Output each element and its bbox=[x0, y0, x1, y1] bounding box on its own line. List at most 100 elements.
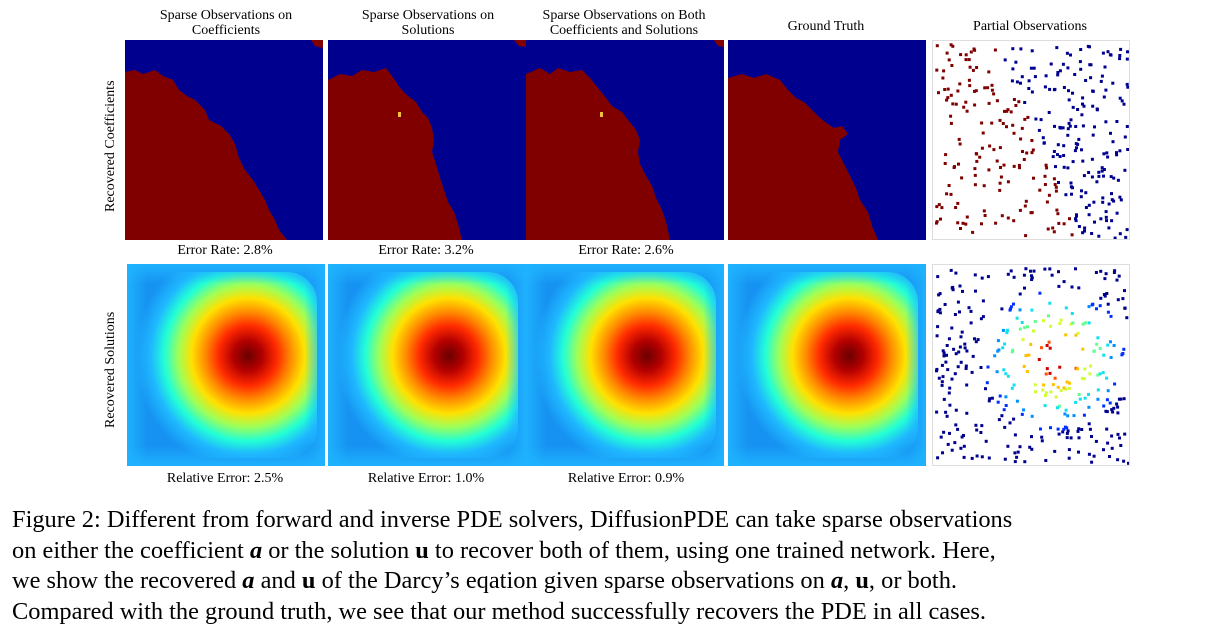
observation-dot bbox=[942, 354, 946, 358]
observation-dot bbox=[1107, 202, 1111, 206]
observation-dot bbox=[948, 403, 952, 407]
symbol-u: u bbox=[855, 567, 869, 594]
observation-dot bbox=[1023, 101, 1027, 104]
observation-dot bbox=[1102, 152, 1106, 156]
observation-dot bbox=[956, 89, 960, 93]
observation-dot bbox=[980, 121, 984, 125]
observation-dot bbox=[1062, 144, 1066, 148]
observation-dot bbox=[962, 455, 966, 459]
observation-dot bbox=[968, 65, 972, 69]
observation-dot bbox=[1125, 125, 1129, 128]
observation-dot bbox=[1020, 75, 1024, 79]
observation-dot bbox=[1108, 401, 1112, 405]
observation-dot bbox=[1054, 189, 1058, 193]
observation-dot bbox=[1006, 444, 1010, 448]
observation-dot bbox=[1010, 386, 1014, 390]
observation-dot bbox=[958, 284, 962, 288]
observation-dot bbox=[1101, 196, 1105, 200]
observation-dot bbox=[973, 337, 976, 341]
observation-dot bbox=[1058, 69, 1062, 73]
observation-dot bbox=[969, 321, 973, 325]
observation-dot bbox=[945, 192, 949, 196]
observation-dot bbox=[1113, 382, 1117, 386]
observation-dot bbox=[1013, 451, 1017, 455]
observation-dot bbox=[1068, 381, 1071, 385]
observation-dot bbox=[1047, 193, 1051, 197]
observation-dot bbox=[1039, 118, 1043, 122]
observation-dot bbox=[987, 70, 991, 74]
observation-dot bbox=[1011, 47, 1015, 51]
observation-dot bbox=[1080, 428, 1084, 431]
observation-dot bbox=[1037, 358, 1041, 361]
observation-dot bbox=[1093, 220, 1096, 224]
column-title-3: Sparse Observations on Both Coefficients… bbox=[542, 8, 706, 38]
observation-dot bbox=[1033, 383, 1037, 387]
observation-dot bbox=[1022, 158, 1026, 161]
symbol-a: a bbox=[830, 567, 844, 594]
observation-dot bbox=[1081, 102, 1084, 106]
observation-dot bbox=[1078, 397, 1082, 401]
observation-dot bbox=[1091, 89, 1095, 93]
observation-dot bbox=[1019, 81, 1022, 85]
observation-dot bbox=[978, 155, 982, 159]
observation-dot bbox=[1055, 46, 1059, 50]
observation-dot bbox=[949, 268, 953, 272]
observation-dot bbox=[947, 391, 951, 395]
observation-dot bbox=[1003, 58, 1007, 62]
observation-dot bbox=[996, 339, 1000, 343]
observation-dot bbox=[1106, 50, 1110, 54]
observation-dot bbox=[982, 209, 986, 213]
observation-dot bbox=[1051, 383, 1055, 387]
observation-dot bbox=[975, 66, 979, 69]
observation-dot bbox=[1011, 123, 1015, 127]
observation-dot bbox=[1055, 406, 1059, 410]
observation-dot bbox=[965, 349, 969, 353]
observation-dot bbox=[1018, 445, 1022, 449]
observation-dot bbox=[1119, 47, 1123, 51]
observation-dot bbox=[1124, 235, 1128, 239]
observation-dot bbox=[1081, 124, 1085, 128]
observation-dot bbox=[1099, 79, 1103, 83]
observation-dot bbox=[1053, 87, 1057, 91]
observation-dot bbox=[1076, 429, 1080, 433]
observation-dot bbox=[1041, 388, 1045, 392]
observation-dot bbox=[972, 47, 976, 51]
observation-dot bbox=[1009, 269, 1013, 273]
observation-dot bbox=[936, 456, 940, 460]
observation-dot bbox=[979, 431, 983, 434]
observation-dot bbox=[1039, 427, 1042, 431]
coef-panel-3 bbox=[526, 40, 724, 240]
observation-dot bbox=[951, 102, 955, 106]
observation-dot bbox=[1009, 307, 1012, 311]
observation-dot bbox=[1099, 296, 1103, 300]
observation-dot bbox=[938, 311, 942, 315]
observation-dot bbox=[1098, 347, 1102, 350]
observation-dot bbox=[947, 184, 951, 187]
observation-dot bbox=[1123, 135, 1127, 139]
observation-dot bbox=[1058, 155, 1062, 158]
observation-dot bbox=[1047, 111, 1051, 114]
observation-dot bbox=[988, 144, 992, 148]
observation-dot bbox=[1045, 344, 1049, 347]
observation-dot bbox=[1044, 391, 1048, 395]
observation-dot bbox=[1081, 347, 1085, 351]
observation-dot bbox=[1104, 272, 1108, 276]
observation-dot bbox=[1006, 216, 1010, 220]
observation-dot bbox=[1032, 66, 1036, 70]
observation-dot bbox=[1104, 215, 1108, 219]
observation-dot bbox=[1071, 91, 1074, 95]
observation-dot bbox=[974, 340, 978, 344]
symbol-a: a bbox=[242, 567, 255, 594]
observation-dot bbox=[973, 273, 977, 277]
observation-dot bbox=[953, 372, 957, 376]
observation-dot bbox=[1015, 80, 1019, 84]
figure-caption: Figure 2: Different from forward and inv… bbox=[12, 505, 1222, 627]
observation-dot bbox=[1067, 89, 1070, 93]
observation-dot bbox=[975, 159, 979, 163]
observation-dot bbox=[1122, 102, 1126, 106]
observation-dot bbox=[1106, 310, 1110, 314]
observation-dot bbox=[935, 220, 939, 224]
observation-dot bbox=[1066, 133, 1070, 137]
observation-dot bbox=[999, 175, 1003, 179]
observation-dot bbox=[942, 430, 946, 434]
